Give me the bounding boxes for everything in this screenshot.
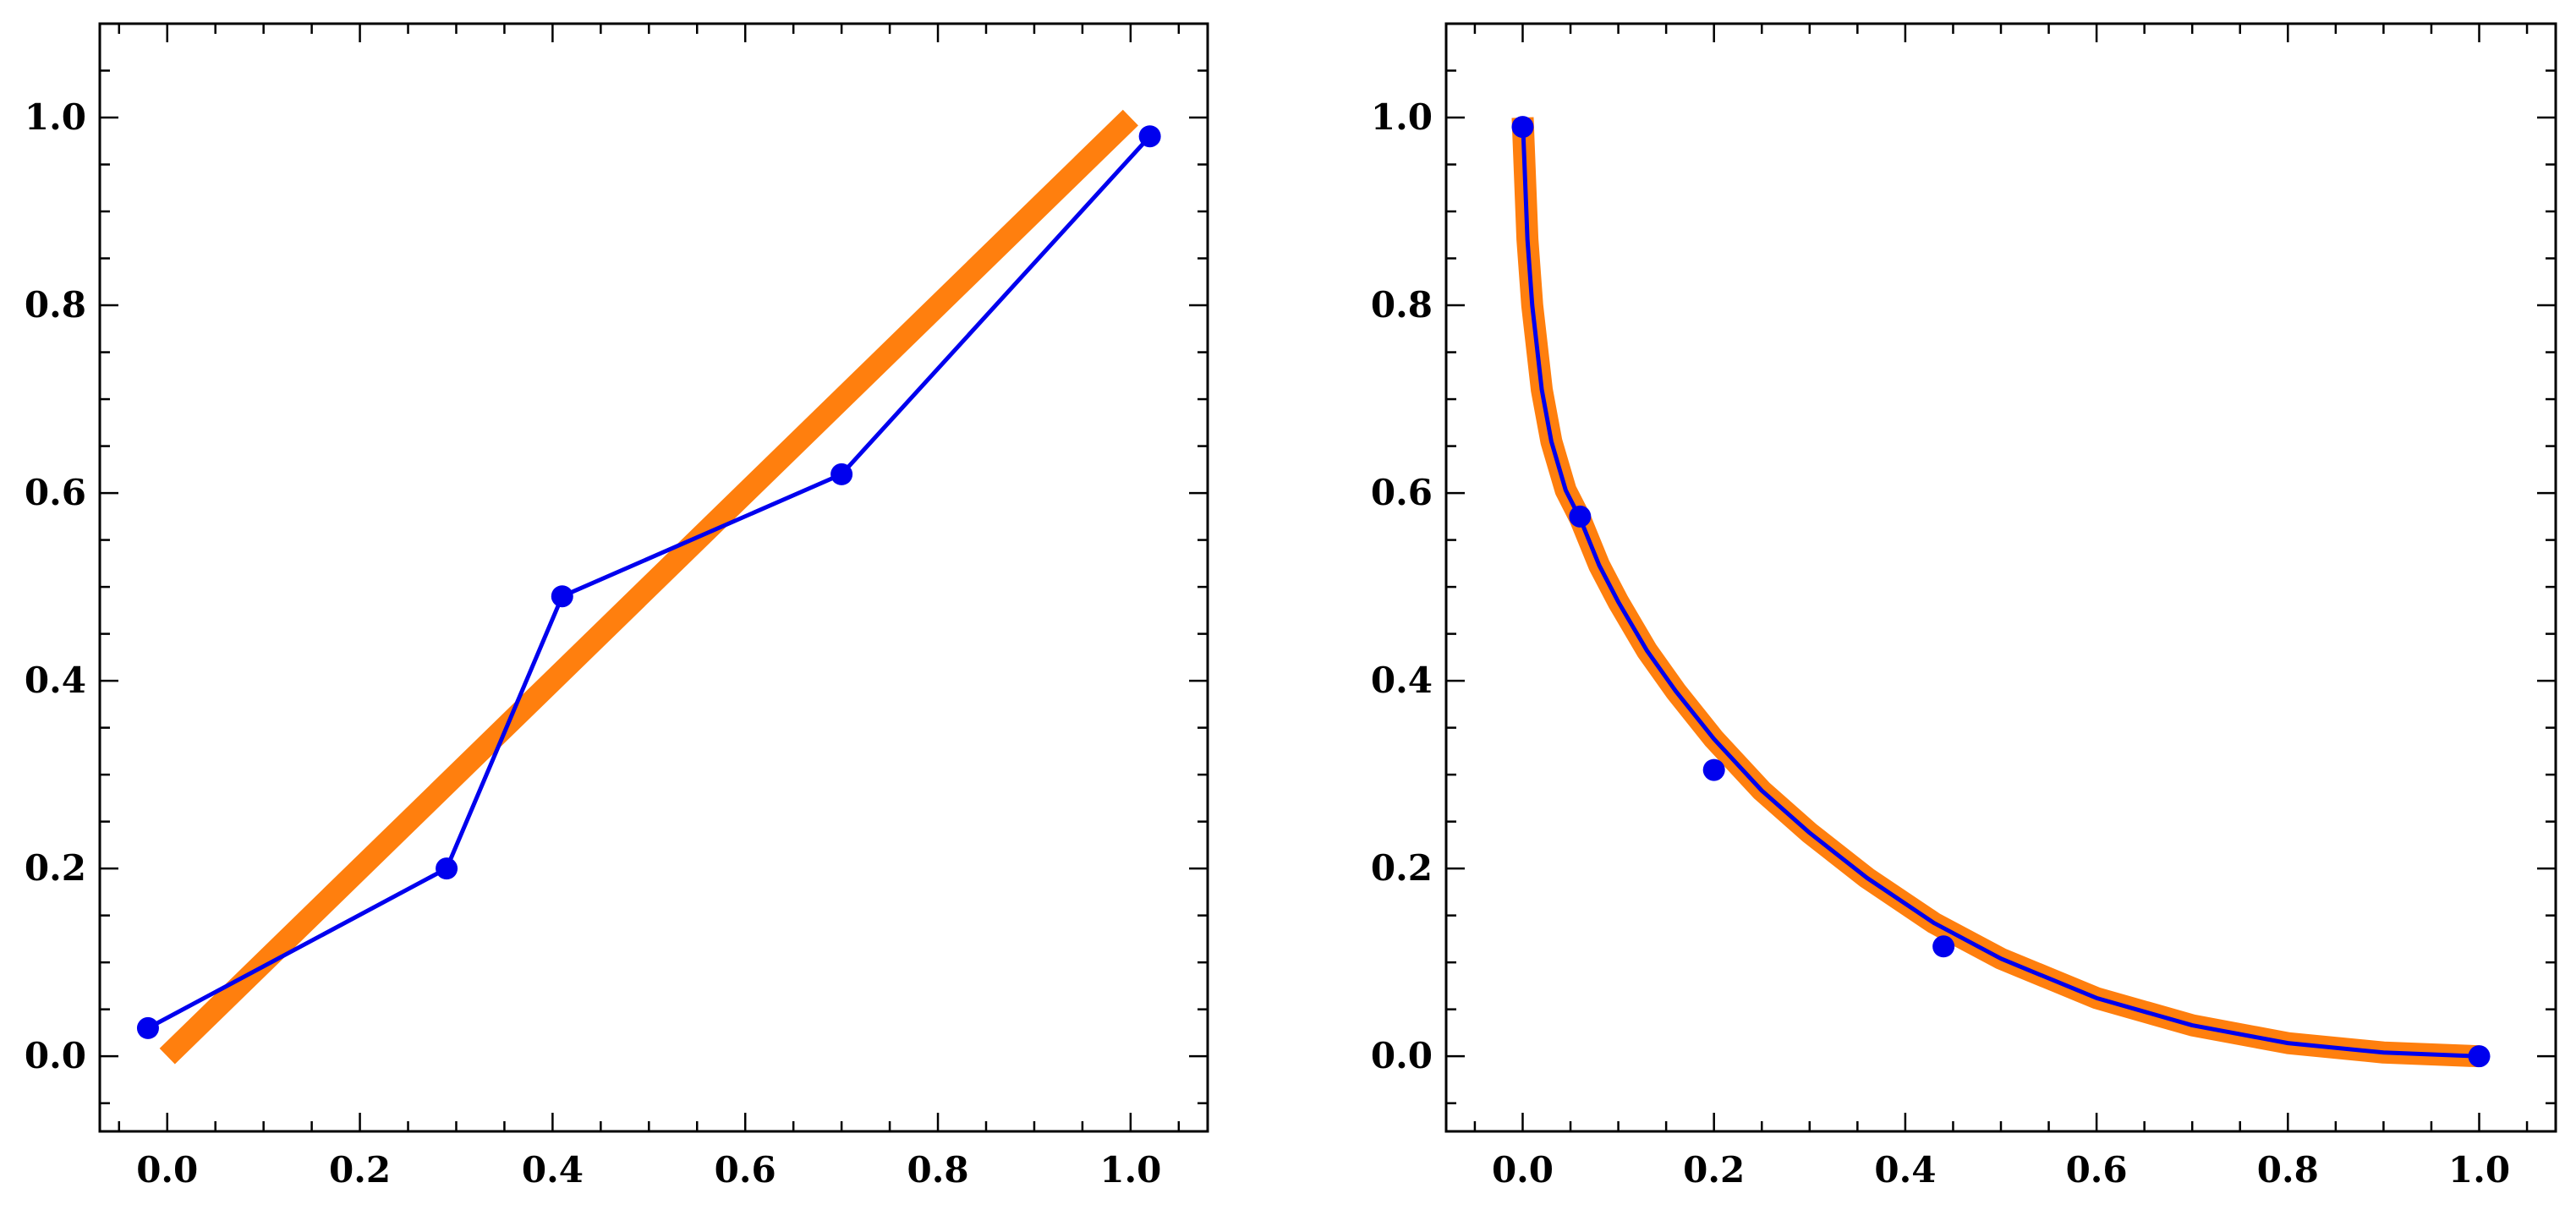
right-y-tick-label: 0.8 — [1371, 284, 1433, 326]
right-samples-point — [1932, 935, 1955, 958]
right-x-tick-label: 0.8 — [2257, 1149, 2319, 1191]
left-x-tick-label: 0.0 — [136, 1149, 198, 1191]
right-reference-curve-line — [1511, 117, 2480, 1068]
right-y-tick-label: 0.6 — [1371, 472, 1433, 513]
right-x-tick-label: 0.4 — [1874, 1149, 1936, 1191]
left-x-tick-label: 0.4 — [522, 1149, 584, 1191]
right-samples-point — [1702, 758, 1725, 781]
left-x-tick-label: 0.6 — [715, 1149, 776, 1191]
left-panel: 0.0 0.2 0.4 0.6 0.8 1.0 0.0 0.2 0.4 0.6 0.8 1.0 — [25, 22, 1209, 1191]
right-panel: 0.0 0.2 0.4 0.6 0.8 1.0 0.0 0.2 0.4 0.6 0.8 1.0 — [1371, 22, 2557, 1191]
left-samples-point — [551, 585, 573, 608]
left-x-tick-label: 0.2 — [329, 1149, 391, 1191]
left-samples-point — [1138, 125, 1161, 148]
right-samples-point — [2468, 1045, 2491, 1068]
right-samples-point — [1511, 116, 1534, 139]
left-y-tick-label: 0.8 — [25, 284, 86, 326]
right-x-tick-label: 0.2 — [1683, 1149, 1745, 1191]
left-y-tick-label: 0.6 — [25, 472, 86, 513]
left-y-tick-label: 0.0 — [25, 1035, 86, 1076]
right-x-tick-label: 0.0 — [1492, 1149, 1554, 1191]
left-y-tick-label: 0.2 — [25, 847, 86, 889]
left-samples-point — [136, 1016, 159, 1039]
right-y-tick-label: 0.4 — [1371, 660, 1433, 701]
right-ticks — [1446, 22, 2556, 1131]
right-samples-point — [1569, 505, 1592, 528]
left-x-tick-label: 0.8 — [907, 1149, 969, 1191]
right-y-tick-label: 0.2 — [1371, 847, 1433, 889]
left-y-tick-label: 0.4 — [25, 660, 86, 701]
left-plot-frame — [98, 22, 1209, 1133]
right-x-tick-label: 0.6 — [2066, 1149, 2128, 1191]
left-samples-point — [830, 463, 853, 485]
left-samples-point — [436, 857, 458, 880]
right-samples-line — [1520, 117, 2480, 1059]
right-y-tick-label: 0.0 — [1371, 1035, 1433, 1076]
left-reference-line — [159, 109, 1138, 1065]
right-y-tick-label: 1.0 — [1371, 96, 1433, 138]
left-x-tick-label: 1.0 — [1099, 1149, 1161, 1191]
right-x-tick-label: 1.0 — [2448, 1149, 2510, 1191]
left-y-tick-label: 1.0 — [25, 96, 86, 138]
left-ticks — [100, 22, 1208, 1131]
